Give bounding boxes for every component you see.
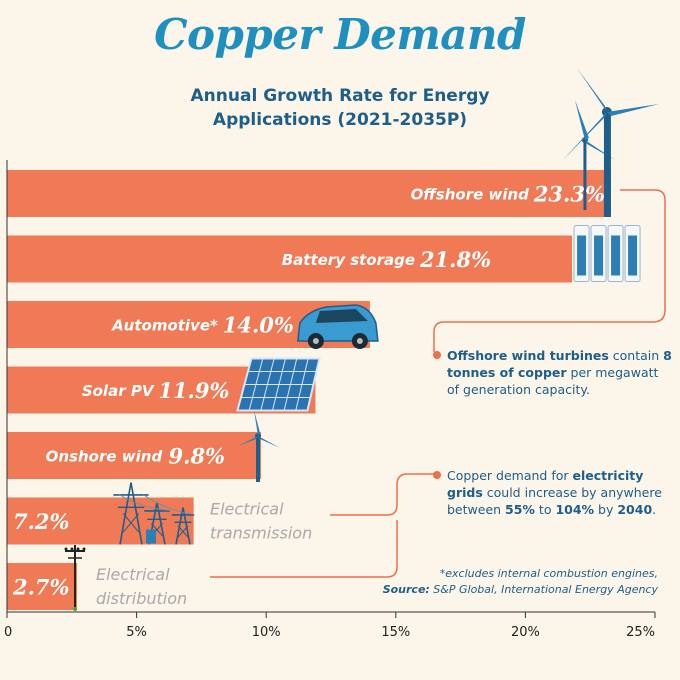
- bar-category-label: Offshore wind: [411, 186, 530, 204]
- bar-value-label: 9.8%: [169, 444, 226, 469]
- offshore-wind-note: Offshore wind turbines contain 8 tonnes …: [433, 347, 672, 398]
- note-bullet: [433, 471, 441, 479]
- note-text: Copper demand for: [447, 468, 573, 483]
- note-text: per megawatt of generation capacity.: [447, 365, 659, 397]
- x-tick-label: 20%: [511, 625, 540, 640]
- x-tick-label: 5%: [126, 625, 147, 640]
- bar-value-label: 14.0%: [223, 313, 294, 338]
- source-agency: International Energy Agency: [501, 583, 658, 596]
- x-axis: 0 5% 10% 15% 20% 25%: [4, 160, 656, 640]
- bar-labels-group: 23.3%Offshore wind 21.8%Battery storage 14…: [12, 182, 605, 609]
- note-bold-grids: electricity grids: [447, 468, 644, 500]
- x-tick-label: 25%: [626, 625, 655, 640]
- offshore-callout-line: [433, 189, 666, 352]
- note-text: .: [652, 502, 657, 517]
- bar-category-label: Battery storage: [282, 251, 415, 269]
- x-tick-label: 10%: [252, 625, 281, 640]
- note-text: by: [594, 502, 618, 517]
- bar-category-label: distribution: [96, 589, 187, 608]
- chart-title: Copper Demand: [154, 10, 526, 59]
- icons-group: [64, 68, 659, 611]
- bar-value-label: 2.7%: [12, 575, 70, 600]
- bar-category-label: Electrical: [96, 565, 170, 584]
- bar-value-label: 11.9%: [158, 378, 229, 403]
- transmission-callout-line: [330, 473, 437, 516]
- chart-subtitle-line-2: Applications (2021-2035P): [212, 110, 468, 130]
- distribution-callout-line: [210, 520, 398, 578]
- note-bold-copper: 8 tonnes of copper: [447, 348, 672, 380]
- note-bold-turbines: Offshore wind turbines: [447, 348, 609, 363]
- note-text: to: [534, 502, 556, 517]
- bar-value-label: 23.3%: [533, 182, 605, 207]
- note-bold-2040: 2040: [617, 502, 653, 517]
- callout-connectors: [210, 189, 666, 578]
- utility-pole-icon: [64, 545, 86, 611]
- bar-category-label: Solar PV: [82, 382, 155, 400]
- chart-subtitle-line-1: Annual Growth Rate for Energy: [190, 86, 490, 106]
- footnote-source: Source: S&P Global, International Energy…: [383, 582, 658, 598]
- note-bold-55: 55%: [505, 502, 535, 517]
- x-tick-label: 15%: [381, 625, 410, 640]
- bars-group: [7, 170, 611, 610]
- footnote: *excludes internal combustion engines, S…: [383, 566, 658, 598]
- bar-category-label: Automotive*: [111, 317, 218, 335]
- bar-value-label: 7.2%: [13, 509, 70, 534]
- transmission-tower-icon: [113, 482, 195, 545]
- wind-turbine-icon: [238, 410, 281, 482]
- bar-category-label: transmission: [210, 524, 312, 543]
- bar: [7, 563, 77, 610]
- note-text: could increase by anywhere between: [447, 485, 662, 517]
- note-bullet: [433, 351, 441, 359]
- source-text: S&P Global,: [429, 583, 502, 596]
- source-label: Source:: [382, 583, 430, 596]
- bar-category-label: Electrical: [210, 500, 284, 519]
- bar-value-label: 21.8%: [419, 247, 491, 272]
- note-text: contain: [608, 348, 664, 363]
- bar-category-label: Onshore wind: [46, 448, 163, 466]
- bar: [7, 235, 573, 283]
- electric-car-icon: [297, 304, 379, 349]
- footnote-excludes: *excludes internal combustion engines,: [439, 567, 658, 580]
- x-tick-label: 0: [4, 625, 12, 640]
- bar: [7, 170, 611, 217]
- grid-note: Copper demand for electricity grids coul…: [433, 467, 672, 518]
- bar: [7, 432, 262, 479]
- solar-panel-icon: [236, 357, 321, 412]
- battery-storage-icon: [573, 225, 641, 282]
- wind-turbine-icon: [561, 68, 659, 217]
- note-bold-104: 104%: [555, 502, 595, 517]
